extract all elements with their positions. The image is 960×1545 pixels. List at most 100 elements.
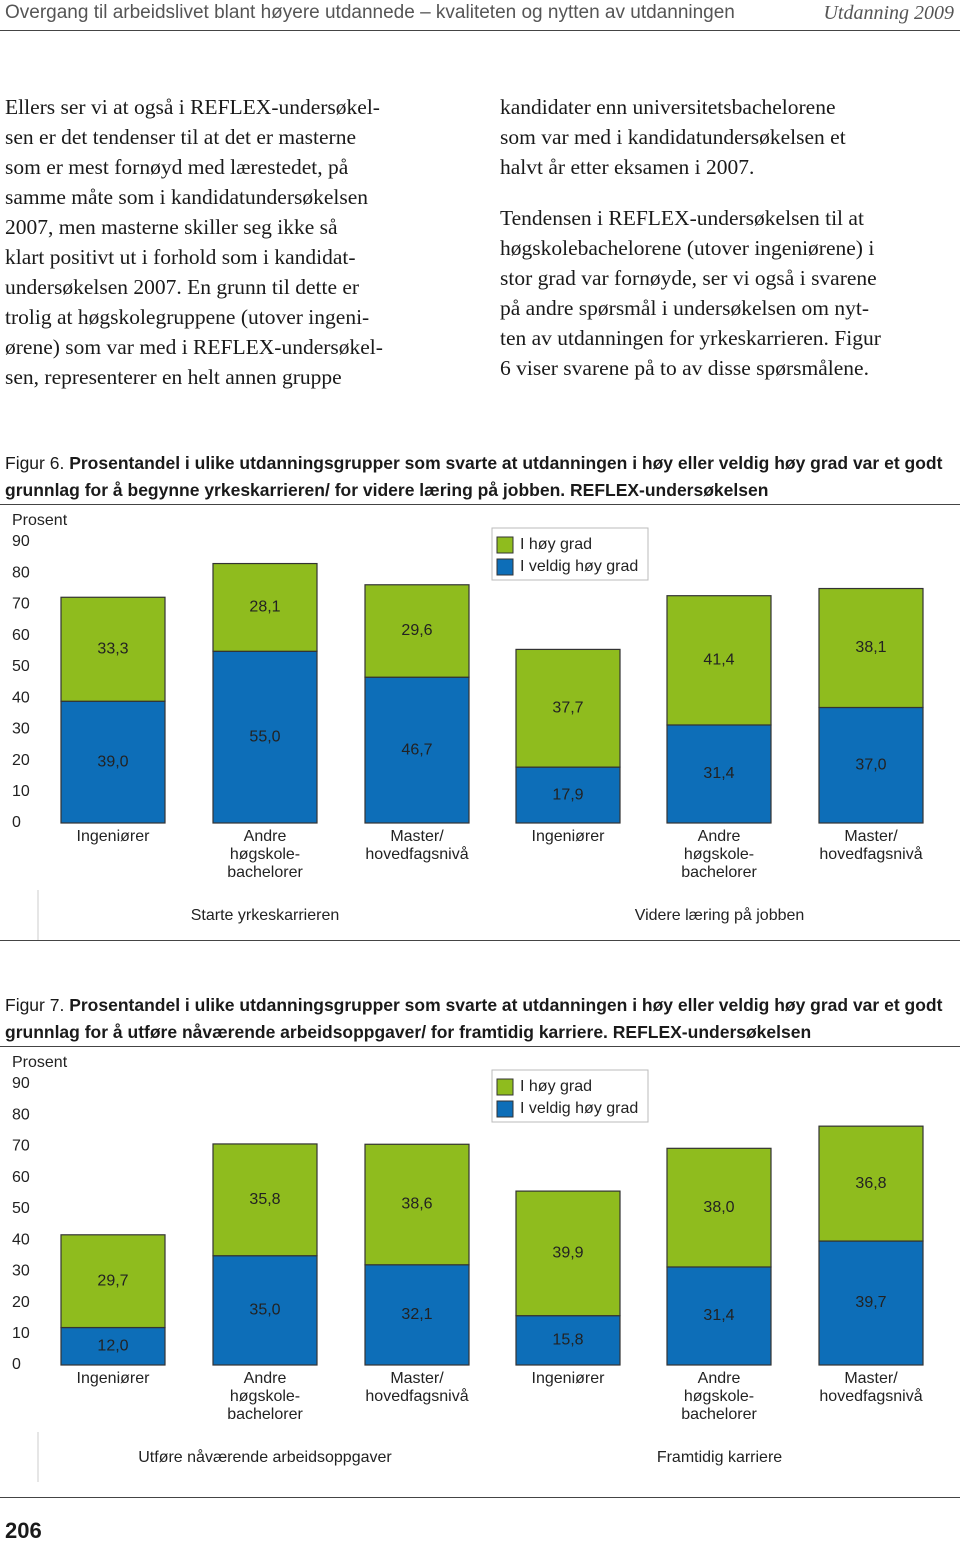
chart-plot: 0 10 20 30 40 50 60 70 80 90 I høy grad I veldig hø…: [12, 527, 924, 940]
right-column: kandidater enn universitetsbachelorene s…: [500, 92, 960, 404]
group-label: Framtidig karriere: [656, 1449, 783, 1466]
value-label: 46,7: [401, 741, 432, 758]
legend-swatch: [496, 536, 514, 554]
y-tick-label: 70: [12, 596, 30, 613]
page-number: 206: [5, 1518, 42, 1543]
value-label: 37,7: [552, 699, 583, 716]
value-label: 33,3: [97, 640, 128, 657]
y-tick-label: 50: [12, 1200, 30, 1217]
figure-rule: [0, 940, 960, 941]
legend-box: [491, 527, 649, 581]
bar-segment: [818, 1125, 924, 1242]
running-header: Overgang til arbeidslivet blant høyere u…: [5, 2, 735, 23]
figure-caption: Figur 7. Prosentandel i ulike utdannings…: [5, 992, 955, 1046]
y-axis-title: Prosent: [12, 512, 68, 529]
bar-segment: [60, 596, 166, 702]
y-tick-label: 10: [12, 783, 30, 800]
value-label: 39,9: [552, 1245, 583, 1262]
y-tick-label: 50: [12, 658, 30, 675]
bar-segment: [515, 766, 621, 824]
publication: Utdanning 2009: [823, 2, 954, 24]
figure-rule: [0, 504, 960, 505]
y-tick-label: 60: [12, 1169, 30, 1186]
legend-box: [491, 1069, 649, 1123]
value-label: 37,0: [855, 756, 886, 773]
legend-swatch: [496, 558, 514, 576]
x-tick-label: Ingeniører: [76, 1370, 150, 1387]
x-tick-label: Master/ hovedfagsnivå: [819, 1370, 923, 1405]
bar-segment: [666, 1266, 772, 1366]
legend-label: I høy grad: [520, 536, 592, 553]
left-column: Ellers ser vi at også i REFLEX-undersøke…: [5, 92, 465, 413]
figure-caption: Figur 6. Prosentandel i ulike utdannings…: [5, 450, 955, 504]
value-label: 29,7: [97, 1272, 128, 1289]
y-tick-label: 30: [12, 1263, 30, 1280]
y-tick-label: 70: [12, 1138, 30, 1155]
y-tick-label: 80: [12, 564, 30, 581]
x-tick-label: Master/ hovedfagsnivå: [365, 828, 469, 863]
value-label: 39,7: [855, 1294, 886, 1311]
x-tick-label: Andre høgskole- bachelorer: [227, 828, 303, 881]
y-tick-label: 90: [12, 1075, 30, 1092]
x-tick-label: Ingeniører: [531, 828, 605, 845]
legend-label: I høy grad: [520, 1078, 592, 1095]
y-tick-label: 90: [12, 533, 30, 550]
x-tick-label: Andre høgskole- bachelorer: [681, 1370, 757, 1423]
value-label: 31,4: [703, 1307, 734, 1324]
bar-segment: [515, 1315, 621, 1366]
bar-segment: [666, 724, 772, 824]
y-tick-label: 40: [12, 1231, 30, 1248]
y-tick-label: 30: [12, 721, 30, 738]
bar-segment: [364, 584, 470, 678]
figure-label: Figur 6.: [5, 453, 65, 473]
value-label: 38,1: [855, 639, 886, 656]
bar-segment: [212, 1143, 318, 1257]
group-label: Starte yrkeskarrieren: [190, 907, 340, 924]
bar-segment: [60, 1234, 166, 1329]
legend-swatch: [496, 1100, 514, 1118]
value-label: 41,4: [703, 652, 734, 669]
x-tick-label: Ingeniører: [531, 1370, 605, 1387]
value-label: 39,0: [97, 753, 128, 770]
chart-plot: 0 10 20 30 40 50 60 70 80 90 I høy grad I veldig hø…: [12, 1069, 924, 1482]
bar-segment: [364, 676, 470, 824]
value-label: 28,1: [249, 599, 280, 616]
footer-rule: [0, 1497, 960, 1498]
value-label: 12,0: [97, 1337, 128, 1354]
caption-text: Prosentandel i ulike utdanningsgrupper s…: [5, 453, 943, 500]
value-label: 36,8: [855, 1175, 886, 1192]
value-label: 15,8: [552, 1332, 583, 1349]
value-label: 35,8: [249, 1191, 280, 1208]
x-tick-label: Master/ hovedfagsnivå: [365, 1370, 469, 1405]
value-label: 31,4: [703, 765, 734, 782]
paragraph: kandidater enn universitetsbachelorene s…: [500, 95, 846, 179]
group-label: Utføre nåværende arbeidsoppgaver: [138, 1449, 392, 1466]
y-tick-label: 10: [12, 1325, 30, 1342]
bar-segment: [515, 648, 621, 768]
figure-label: Figur 7.: [5, 995, 65, 1015]
group-label: Videre læring på jobben: [634, 907, 805, 924]
bar-segment: [212, 562, 318, 652]
value-label: 38,6: [401, 1196, 432, 1213]
bar-segment: [364, 1143, 470, 1266]
x-tick-label: Andre høgskole- bachelorer: [681, 828, 757, 881]
legend-swatch: [496, 1078, 514, 1096]
value-label: 32,1: [401, 1306, 432, 1323]
y-tick-label: 20: [12, 752, 30, 769]
x-tick-label: Ingeniører: [76, 828, 150, 845]
value-label: 38,0: [703, 1199, 734, 1216]
bar-segment: [515, 1190, 621, 1317]
bar-segment: [666, 595, 772, 726]
y-tick-label: 0: [12, 814, 21, 831]
y-axis-title: Prosent: [12, 1054, 68, 1071]
chart: 0 10 20 30 40 50 60 70 80 90 I høy grad I veldig hø…: [0, 1052, 960, 1482]
y-tick-label: 60: [12, 627, 30, 644]
y-tick-label: 80: [12, 1106, 30, 1123]
chart: 0 10 20 30 40 50 60 70 80 90 I høy grad I veldig hø…: [0, 510, 960, 940]
x-tick-label: Master/ hovedfagsnivå: [819, 828, 923, 863]
legend-label: I veldig høy grad: [520, 558, 638, 575]
value-label: 29,6: [401, 622, 432, 639]
header-rule: [0, 30, 960, 31]
paragraph: Tendensen i REFLEX-undersøkelsen til at …: [500, 206, 881, 380]
